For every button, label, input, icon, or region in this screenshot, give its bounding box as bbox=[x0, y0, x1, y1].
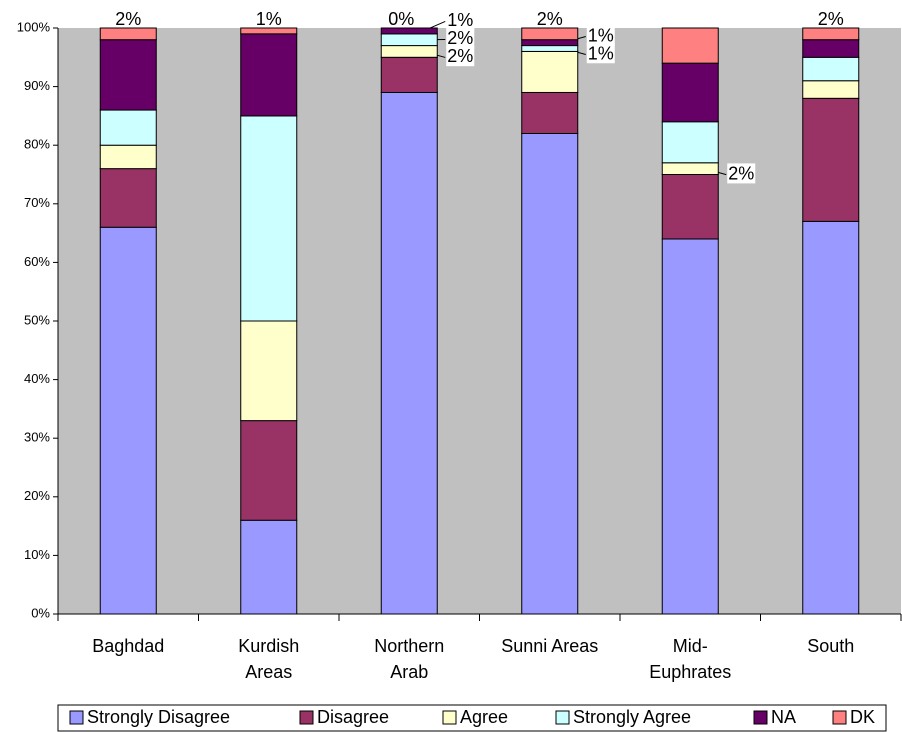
bar-segment bbox=[380, 56, 438, 93]
bar-segment bbox=[521, 45, 579, 52]
data-label-bg bbox=[535, 8, 564, 29]
data-label: 2% bbox=[728, 163, 754, 183]
bar-segment bbox=[661, 121, 719, 164]
bar-segment bbox=[380, 45, 438, 58]
y-tick-label: 50% bbox=[24, 312, 50, 327]
bar-segment bbox=[521, 50, 579, 93]
data-label: 2% bbox=[537, 9, 563, 29]
bar-segment bbox=[521, 39, 579, 47]
bar-segment bbox=[802, 97, 860, 222]
bar-segment bbox=[802, 39, 860, 58]
bar-segment bbox=[240, 33, 298, 117]
legend-label: NA bbox=[771, 707, 796, 727]
data-label: 1% bbox=[588, 25, 614, 45]
data-label-bg bbox=[254, 8, 283, 29]
data-label-bg bbox=[446, 10, 475, 31]
data-label-bg bbox=[446, 46, 475, 67]
data-label-bg bbox=[387, 8, 416, 29]
y-tick-label: 60% bbox=[24, 254, 50, 269]
bar-segment bbox=[380, 33, 438, 47]
data-label-bg bbox=[727, 163, 756, 184]
bar-segment bbox=[99, 226, 157, 615]
plot-area bbox=[58, 28, 901, 614]
data-label-bg bbox=[114, 8, 143, 29]
bar-segment bbox=[661, 174, 719, 240]
data-label-bg bbox=[816, 8, 845, 29]
data-label: 0% bbox=[388, 9, 414, 29]
legend-label: Agree bbox=[460, 707, 508, 727]
bar-segment bbox=[99, 27, 157, 41]
y-tick-label: 90% bbox=[24, 78, 50, 93]
bar-segment bbox=[661, 162, 719, 175]
bar-segment bbox=[99, 144, 157, 170]
legend-swatch bbox=[299, 710, 314, 725]
legend-label: Strongly Agree bbox=[573, 707, 691, 727]
bar-segment bbox=[802, 27, 860, 41]
legend-swatch bbox=[555, 710, 570, 725]
data-label: 1% bbox=[588, 43, 614, 63]
data-label-bg bbox=[586, 25, 615, 46]
bar-segment bbox=[240, 420, 298, 521]
data-label: 2% bbox=[447, 28, 473, 48]
x-tick-label: Sunni Areas bbox=[501, 636, 598, 656]
bar-segment bbox=[521, 91, 579, 134]
legend-swatch bbox=[442, 710, 457, 725]
y-tick-label: 70% bbox=[24, 195, 50, 210]
data-label-bg bbox=[446, 28, 475, 49]
data-label: 1% bbox=[447, 10, 473, 30]
bar-segment bbox=[99, 168, 157, 228]
bar-segment bbox=[661, 27, 719, 64]
bar-segment bbox=[380, 27, 438, 35]
x-tick-label: Northern Arab bbox=[374, 636, 444, 682]
x-tick-label: Kurdish Areas bbox=[238, 636, 299, 682]
legend-swatch bbox=[69, 710, 84, 725]
bar-segment bbox=[802, 80, 860, 99]
data-label: 1% bbox=[256, 9, 282, 29]
legend-swatch bbox=[832, 710, 847, 725]
y-tick-label: 0% bbox=[31, 605, 50, 620]
legend-swatch bbox=[753, 710, 768, 725]
bar-segment bbox=[240, 320, 298, 422]
y-tick-label: 100% bbox=[17, 19, 51, 34]
bar-segment bbox=[661, 238, 719, 615]
y-tick-label: 80% bbox=[24, 137, 50, 152]
bar-segment bbox=[521, 27, 579, 41]
bar-segment bbox=[380, 91, 438, 615]
x-tick-label: Baghdad bbox=[92, 636, 164, 656]
data-label: 2% bbox=[447, 46, 473, 66]
data-label: 2% bbox=[818, 9, 844, 29]
legend-box bbox=[57, 704, 887, 732]
bar-segment bbox=[99, 39, 157, 111]
y-tick-label: 10% bbox=[24, 547, 50, 562]
y-tick-label: 20% bbox=[24, 488, 50, 503]
data-label-bg bbox=[586, 43, 615, 64]
bar-segment bbox=[240, 115, 298, 322]
data-label: 2% bbox=[115, 9, 141, 29]
bar-segment bbox=[521, 132, 579, 615]
x-tick-label: South bbox=[807, 636, 854, 656]
y-tick-label: 30% bbox=[24, 430, 50, 445]
bar-segment bbox=[240, 519, 298, 615]
legend-label: Disagree bbox=[317, 707, 389, 727]
y-tick-label: 40% bbox=[24, 371, 50, 386]
bar-segment bbox=[802, 220, 860, 615]
bar-segment bbox=[661, 62, 719, 123]
bar-segment bbox=[802, 56, 860, 82]
bar-segment bbox=[240, 27, 298, 35]
legend-label: DK bbox=[850, 707, 875, 727]
bar-segment bbox=[99, 109, 157, 146]
legend-label: Strongly Disagree bbox=[87, 707, 230, 727]
x-tick-label: Mid-Euphrates bbox=[649, 636, 731, 682]
